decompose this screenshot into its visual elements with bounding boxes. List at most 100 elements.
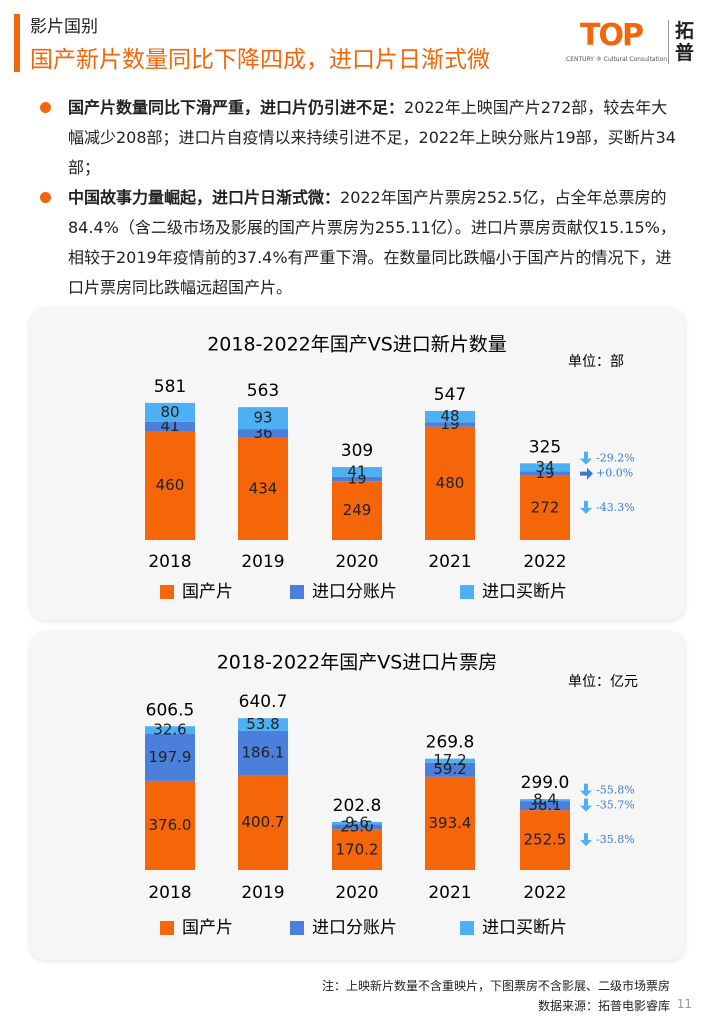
bar-segment <box>145 431 195 540</box>
legend-label: 进口分账片 <box>312 918 397 938</box>
bar-segment <box>520 463 570 472</box>
bullet-dot <box>40 102 51 113</box>
page-title: 国产新片数量同比下降四成，进口片日渐式微 <box>30 47 490 73</box>
arrow <box>580 798 592 812</box>
bar-segment <box>520 801 570 811</box>
bar-segment <box>238 407 288 430</box>
value-label: 93 <box>253 409 272 427</box>
logo-tagline: CENTURY ® Cultural Consultation <box>566 56 668 63</box>
annotation: -29.2% <box>596 452 635 465</box>
bar-segment <box>425 776 475 870</box>
total-label: 325 <box>529 437 561 457</box>
legend-swatch <box>290 585 304 599</box>
bar-segment <box>145 733 195 781</box>
bar-segment <box>145 421 195 432</box>
arrow <box>580 833 592 847</box>
bar-segment <box>332 481 382 540</box>
chart-card <box>30 308 685 620</box>
total-label: 547 <box>434 385 466 405</box>
logo-name: 拓普 <box>668 20 697 64</box>
footer-source: 数据来源：拓普电影睿库 <box>537 999 670 1013</box>
x-tick-label: 2021 <box>428 883 471 903</box>
total-label: 309 <box>341 441 373 461</box>
unit-label: 单位：部 <box>568 354 624 370</box>
bullet-text: 2022年上映国产片272部，较去年大幅减少208部；进口片自疫情以来持续引进不… <box>68 98 676 177</box>
bar-segment <box>425 426 475 540</box>
value-label: 376.0 <box>149 816 192 834</box>
value-label: 272 <box>531 498 560 516</box>
value-label: 17.2 <box>433 751 466 769</box>
page-number: 11 <box>676 997 692 1011</box>
legend-label: 国产片 <box>182 582 233 602</box>
bar-segment <box>332 829 382 870</box>
bullet: 国产片数量同比下滑严重，进口片仍引进不足：2022年上映国产片272部，较去年大… <box>68 93 678 183</box>
value-label: 34 <box>535 458 554 476</box>
value-label: 32.6 <box>153 721 186 739</box>
x-tick-label: 2022 <box>523 552 566 572</box>
total-label: 581 <box>154 377 186 397</box>
bar-segment <box>238 437 288 540</box>
value-label: 41 <box>347 462 366 480</box>
x-tick-label: 2021 <box>428 552 471 572</box>
value-label: 48 <box>440 407 459 425</box>
legend-swatch <box>160 585 174 599</box>
bar-segment <box>520 810 570 870</box>
value-label: 400.7 <box>242 813 285 831</box>
total-label: 606.5 <box>146 700 195 720</box>
legend-label: 进口分账片 <box>312 582 397 602</box>
arrow <box>580 467 593 480</box>
bar-segment <box>520 471 570 476</box>
bar-segment <box>425 758 475 763</box>
bullet: 中国故事力量崛起，进口片日渐式微：2022年国产片票房252.5亿，占全年总票房… <box>68 183 678 303</box>
legend-label: 国产片 <box>182 918 233 938</box>
legend-swatch <box>160 921 174 935</box>
total-label: 640.7 <box>239 692 288 712</box>
value-label: 249 <box>343 501 372 519</box>
total-label: 269.8 <box>426 733 475 753</box>
bar-segment <box>425 410 475 423</box>
annotation: -35.7% <box>596 799 635 812</box>
annotation: -43.3% <box>596 501 635 514</box>
x-tick-label: 2022 <box>523 883 566 903</box>
value-label: 480 <box>436 474 465 492</box>
value-label: 59.2 <box>433 760 466 778</box>
accent-bar <box>14 14 20 72</box>
value-label: 80 <box>160 403 179 421</box>
chart-card <box>30 632 685 960</box>
arrow <box>580 783 592 797</box>
bar-segment <box>520 799 570 802</box>
chart-title: 2018-2022年国产VS进口片票房 <box>217 652 498 674</box>
legend-swatch <box>290 921 304 935</box>
bullet-lead: 中国故事力量崛起，进口片日渐式微： <box>68 188 341 207</box>
bar-segment <box>238 718 288 731</box>
x-tick-label: 2018 <box>148 883 191 903</box>
value-label: 252.5 <box>524 831 567 849</box>
legend-swatch <box>460 921 474 935</box>
bar-segment <box>332 821 382 825</box>
bullet-dot <box>40 192 51 203</box>
total-label: 299.0 <box>521 773 570 793</box>
legend-swatch <box>460 585 474 599</box>
arrow <box>580 451 592 465</box>
value-label: 186.1 <box>242 743 285 761</box>
value-label: 393.4 <box>429 814 472 832</box>
legend-label: 进口买断片 <box>482 582 567 602</box>
x-tick-label: 2020 <box>335 552 378 572</box>
x-tick-label: 2018 <box>148 552 191 572</box>
bar-segment <box>425 762 475 777</box>
value-label: 434 <box>249 479 278 497</box>
logo-mark: TOP <box>580 18 644 53</box>
bullet-lead: 国产片数量同比下滑严重，进口片仍引进不足： <box>68 98 405 117</box>
unit-label: 单位：亿元 <box>568 674 638 690</box>
x-tick-label: 2019 <box>241 883 284 903</box>
value-label: 8.4 <box>533 791 557 809</box>
legend-label: 进口买断片 <box>482 918 567 938</box>
bar-segment <box>145 726 195 734</box>
bar-segment <box>332 476 382 482</box>
x-tick-label: 2019 <box>241 552 284 572</box>
value-label: 197.9 <box>149 748 192 766</box>
bar-segment <box>238 730 288 776</box>
bar-segment <box>238 429 288 438</box>
